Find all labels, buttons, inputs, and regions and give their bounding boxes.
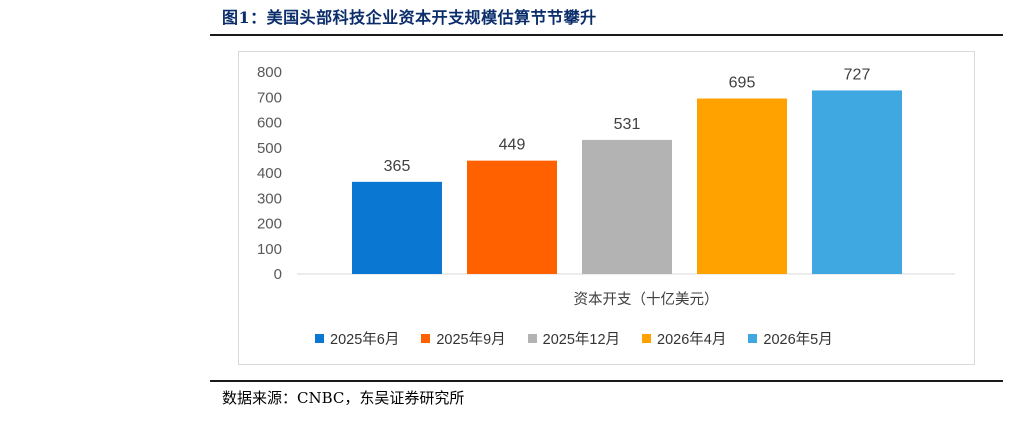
legend-swatch	[315, 334, 324, 343]
legend-swatch	[421, 334, 431, 343]
legend-swatch	[642, 334, 652, 343]
source-note: 数据来源：CNBC，东吴证券研究所	[222, 389, 465, 407]
legend-label: 2026年4月	[657, 332, 727, 348]
bar-4	[697, 98, 787, 274]
y-tick-label: 300	[257, 190, 282, 207]
data-label: 531	[614, 116, 641, 133]
legend-swatch	[748, 334, 758, 343]
legend-label: 2025年9月	[436, 332, 506, 348]
bottom-rule	[210, 380, 1003, 382]
data-label: 365	[384, 158, 411, 175]
legend-label: 2025年12月	[542, 332, 621, 348]
bar-3	[582, 139, 672, 274]
y-tick-label: 100	[257, 241, 282, 258]
chart-area: 0 100 200 300 400 500 600 700 800 365 449 531 695 727…	[238, 51, 975, 365]
bar-chart: 0 100 200 300 400 500 600 700 800 365 449 531 695 727…	[257, 64, 955, 308]
data-label: 727	[844, 66, 871, 83]
data-label: 449	[499, 137, 526, 154]
legend-item: 2025年9月	[421, 328, 506, 349]
chart-legend: 2025年6月 2025年9月 2025年12月 2026年4月 2026年5月	[315, 328, 855, 349]
y-tick-label: 800	[257, 64, 282, 81]
y-tick-label: 200	[257, 216, 282, 233]
legend-item: 2025年12月	[527, 328, 621, 349]
legend-label: 2026年5月	[763, 332, 833, 348]
x-axis-label: 资本开支（十亿美元）	[574, 291, 719, 308]
y-tick-label: 400	[257, 165, 282, 182]
legend-swatch	[527, 334, 537, 343]
y-tick-label: 0	[274, 266, 282, 283]
y-tick-label: 500	[257, 140, 282, 157]
bar-5	[812, 90, 902, 274]
bar-2	[467, 160, 557, 274]
figure-title: 图1：美国头部科技企业资本开支规模估算节节攀升	[222, 8, 597, 27]
legend-item: 2026年4月	[642, 328, 726, 349]
top-rule	[210, 34, 1003, 36]
legend-label: 2025年6月	[330, 332, 400, 348]
y-tick-label: 700	[257, 89, 282, 106]
legend-item: 2025年6月	[315, 328, 399, 349]
y-tick-label: 600	[257, 115, 282, 132]
legend-item: 2026年5月	[748, 328, 833, 349]
bar-1	[352, 181, 442, 274]
data-label: 695	[729, 75, 756, 92]
